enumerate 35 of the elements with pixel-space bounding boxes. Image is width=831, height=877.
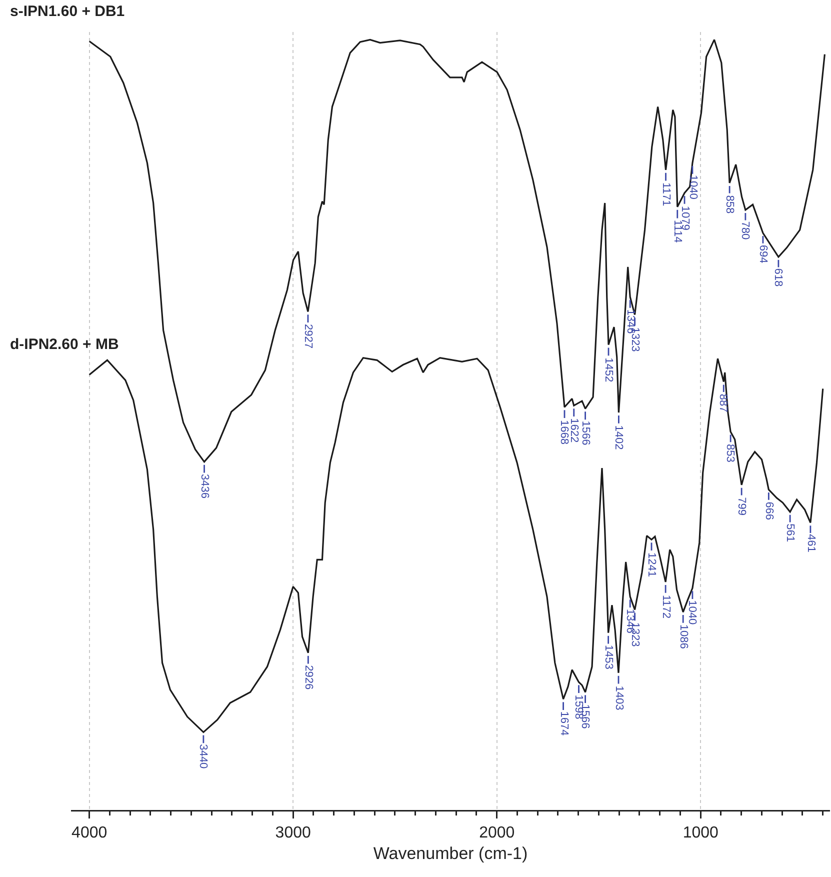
annotation: 853	[724, 444, 736, 462]
annotation: 618	[772, 268, 784, 287]
annotation: 1086	[678, 624, 690, 649]
annotation: 3440	[197, 744, 210, 769]
annotation: 1674	[558, 711, 570, 736]
annotation: 1241	[646, 552, 658, 578]
annotation: 2927	[302, 324, 314, 349]
annotation: 1452	[602, 358, 615, 382]
annotation: 694	[756, 244, 769, 264]
series-label: d-IPN2.60 + MB	[10, 336, 119, 353]
x-tick-label: 2000	[479, 824, 515, 842]
annotation: 1668	[558, 420, 570, 445]
annotation: 3436	[198, 474, 210, 498]
annotation: 2926	[302, 665, 314, 690]
text: s-IPN1.60 + DB1	[10, 3, 125, 20]
annotation: 1403	[612, 686, 625, 710]
annotation: 858	[723, 195, 736, 214]
annotation: 1622	[568, 418, 580, 443]
annotation: 1040	[686, 174, 699, 200]
annotation: 561	[784, 524, 796, 542]
annotation: 1172	[660, 594, 672, 618]
annotation: 887	[717, 394, 730, 412]
annotation: 1402	[612, 425, 625, 450]
annotation: 666	[763, 502, 776, 520]
annotation: 780	[739, 221, 752, 240]
annotation: 799	[735, 497, 748, 516]
x-tick-label: 1000	[682, 824, 719, 842]
x-axis-title: Wavenumber (cm-1)	[373, 844, 528, 863]
annotation: 1040	[686, 600, 698, 625]
annotation: 1566	[579, 420, 592, 446]
annotation: 461	[804, 534, 817, 552]
annotation: 1453	[602, 644, 615, 670]
x-tick-label: 3000	[275, 824, 311, 842]
x-tick-label: 4000	[72, 824, 108, 842]
annotation: 1171	[660, 182, 672, 206]
